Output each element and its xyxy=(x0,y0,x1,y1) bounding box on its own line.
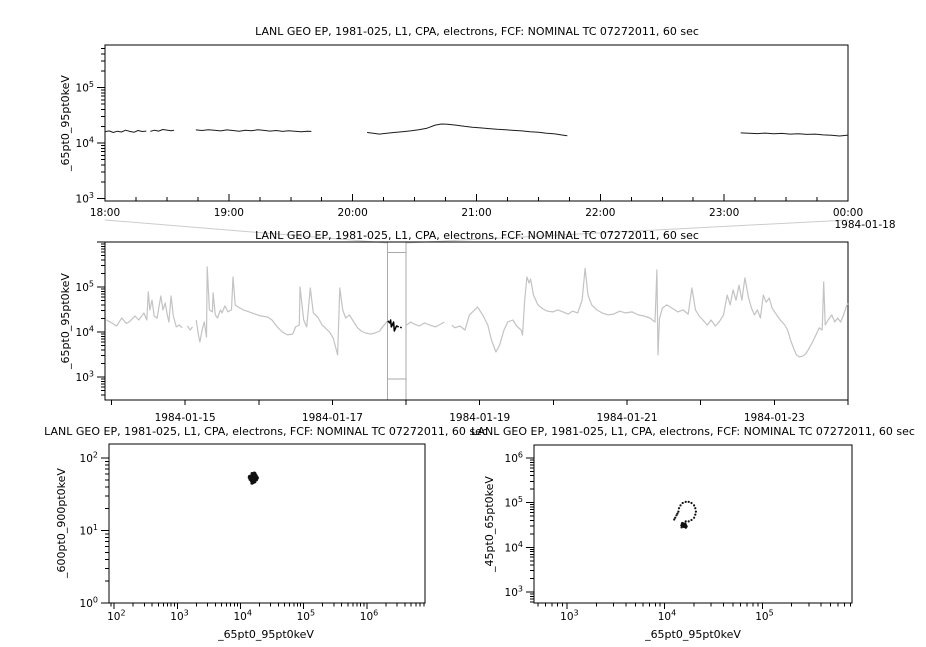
top-series-line xyxy=(740,132,849,137)
bottom-left-panel-plot-area[interactable] xyxy=(109,444,425,603)
y-tick-label: 106 xyxy=(505,450,523,465)
x-tick-label: 18:00 xyxy=(90,207,120,219)
scatter-point xyxy=(681,524,684,527)
y-tick-label: 104 xyxy=(76,324,94,339)
y-tick-label: 103 xyxy=(76,369,94,384)
bottom-left-panel-title: LANL GEO EP, 1981-025, L1, CPA, electron… xyxy=(44,425,488,438)
x-tick-label: 105 xyxy=(755,609,773,624)
y-tick-label: 104 xyxy=(505,540,523,555)
scatter-point xyxy=(679,504,682,507)
bottom-right-panel-title: LANL GEO EP, 1981-025, L1, CPA, electron… xyxy=(471,425,915,438)
scatter-point xyxy=(247,475,251,479)
scatter-point xyxy=(681,501,684,505)
scatter-point xyxy=(687,520,690,523)
y-tick-label: 105 xyxy=(505,495,523,510)
x-tick-label: 1984-01-17 xyxy=(302,412,363,424)
scatter-point xyxy=(694,510,698,513)
x-tick-label: 00:00 xyxy=(833,207,863,219)
x-tick-label: 20:00 xyxy=(338,207,368,219)
top-panel-title: LANL GEO EP, 1981-025, L1, CPA, electron… xyxy=(255,25,699,38)
x-tick-label: 1984-01-23 xyxy=(744,412,805,424)
scatter-point xyxy=(680,526,683,529)
middle-panel-title: LANL GEO EP, 1981-025, L1, CPA, electron… xyxy=(255,229,699,242)
y-tick-label: 103 xyxy=(76,191,94,206)
x-tick-label: 103 xyxy=(560,609,578,624)
bottom-left-panel-ylabel: _600pt0_900pt0keV xyxy=(55,468,68,578)
plot-frame xyxy=(104,241,849,401)
scatter-point xyxy=(250,481,254,485)
middle-panel-plot-area[interactable] xyxy=(105,242,848,400)
plot-frame xyxy=(108,443,426,604)
scatter-point xyxy=(684,522,687,525)
bottom-right-panel-xlabel: _65pt0_95pt0keV xyxy=(645,628,741,641)
x-tick-label: 1984-01-19 xyxy=(449,412,510,424)
scatter-point xyxy=(252,471,256,475)
top-panel-date-label: 1984-01-18 xyxy=(834,219,896,231)
top-series-line xyxy=(150,129,175,132)
x-tick-label: 104 xyxy=(658,609,676,624)
x-tick-label: 102 xyxy=(107,609,125,624)
x-tick-label: 1984-01-15 xyxy=(155,412,216,424)
middle-panel-ylabel: _65pt0_95pt0keV xyxy=(59,273,72,369)
bottom-left-panel-xlabel: _65pt0_95pt0keV xyxy=(218,628,314,641)
context-connector-right xyxy=(406,219,849,244)
scatter-point xyxy=(249,478,253,482)
y-tick-label: 105 xyxy=(76,80,94,95)
scatter-point xyxy=(685,526,688,529)
scatter-point xyxy=(690,501,693,505)
x-tick-label: 21:00 xyxy=(461,207,491,219)
x-tick-label: 104 xyxy=(233,609,251,624)
scatter-point xyxy=(694,507,697,510)
middle-series-line xyxy=(406,321,445,328)
bottom-right-panel-plot-area[interactable] xyxy=(534,445,852,603)
top-panel-plot-area[interactable] xyxy=(105,45,848,201)
plot-frame xyxy=(533,444,853,604)
context-zoom-box[interactable] xyxy=(388,242,407,400)
scatter-point xyxy=(693,504,696,507)
scatter-point xyxy=(694,513,697,516)
y-tick-label: 105 xyxy=(76,279,94,294)
highlighted-interval-line xyxy=(399,326,402,329)
x-tick-label: 23:00 xyxy=(709,207,739,219)
scatter-point xyxy=(681,521,684,525)
scatter-point xyxy=(250,475,254,479)
top-series-line xyxy=(104,129,147,133)
scatter-point xyxy=(254,478,258,482)
scatter-point xyxy=(677,510,680,513)
bottom-right-panel-ylabel: _45pt0_65pt0keV xyxy=(483,476,496,572)
scatter-point xyxy=(693,516,696,519)
middle-series-line xyxy=(195,266,399,356)
y-tick-label: 103 xyxy=(505,585,523,600)
x-tick-label: 22:00 xyxy=(585,207,615,219)
scatter-point xyxy=(684,500,687,503)
middle-series-line xyxy=(106,291,183,329)
x-tick-label: 106 xyxy=(360,609,378,624)
x-tick-label: 105 xyxy=(297,609,315,624)
scatter-point xyxy=(690,518,693,522)
scatter-point xyxy=(674,516,677,519)
y-tick-label: 104 xyxy=(76,136,94,151)
y-tick-label: 102 xyxy=(80,451,98,466)
scatter-point xyxy=(676,512,679,515)
x-tick-label: 1984-01-21 xyxy=(597,412,658,424)
scatter-point xyxy=(677,507,681,510)
middle-series-line xyxy=(451,267,849,358)
x-tick-label: 103 xyxy=(170,609,188,624)
scatter-point xyxy=(675,514,678,517)
middle-series-line xyxy=(186,325,193,331)
y-tick-label: 100 xyxy=(80,596,98,611)
top-series-line xyxy=(367,123,568,137)
highlighted-interval-line xyxy=(387,319,399,332)
top-panel-ylabel: _65pt0_95pt0keV xyxy=(59,75,72,171)
scatter-point xyxy=(684,520,687,523)
scatter-point xyxy=(673,518,676,521)
y-tick-label: 101 xyxy=(80,523,98,538)
context-connector-left xyxy=(104,219,388,244)
scatter-point xyxy=(687,500,690,503)
top-series-line xyxy=(195,129,312,133)
x-tick-label: 19:00 xyxy=(214,207,244,219)
